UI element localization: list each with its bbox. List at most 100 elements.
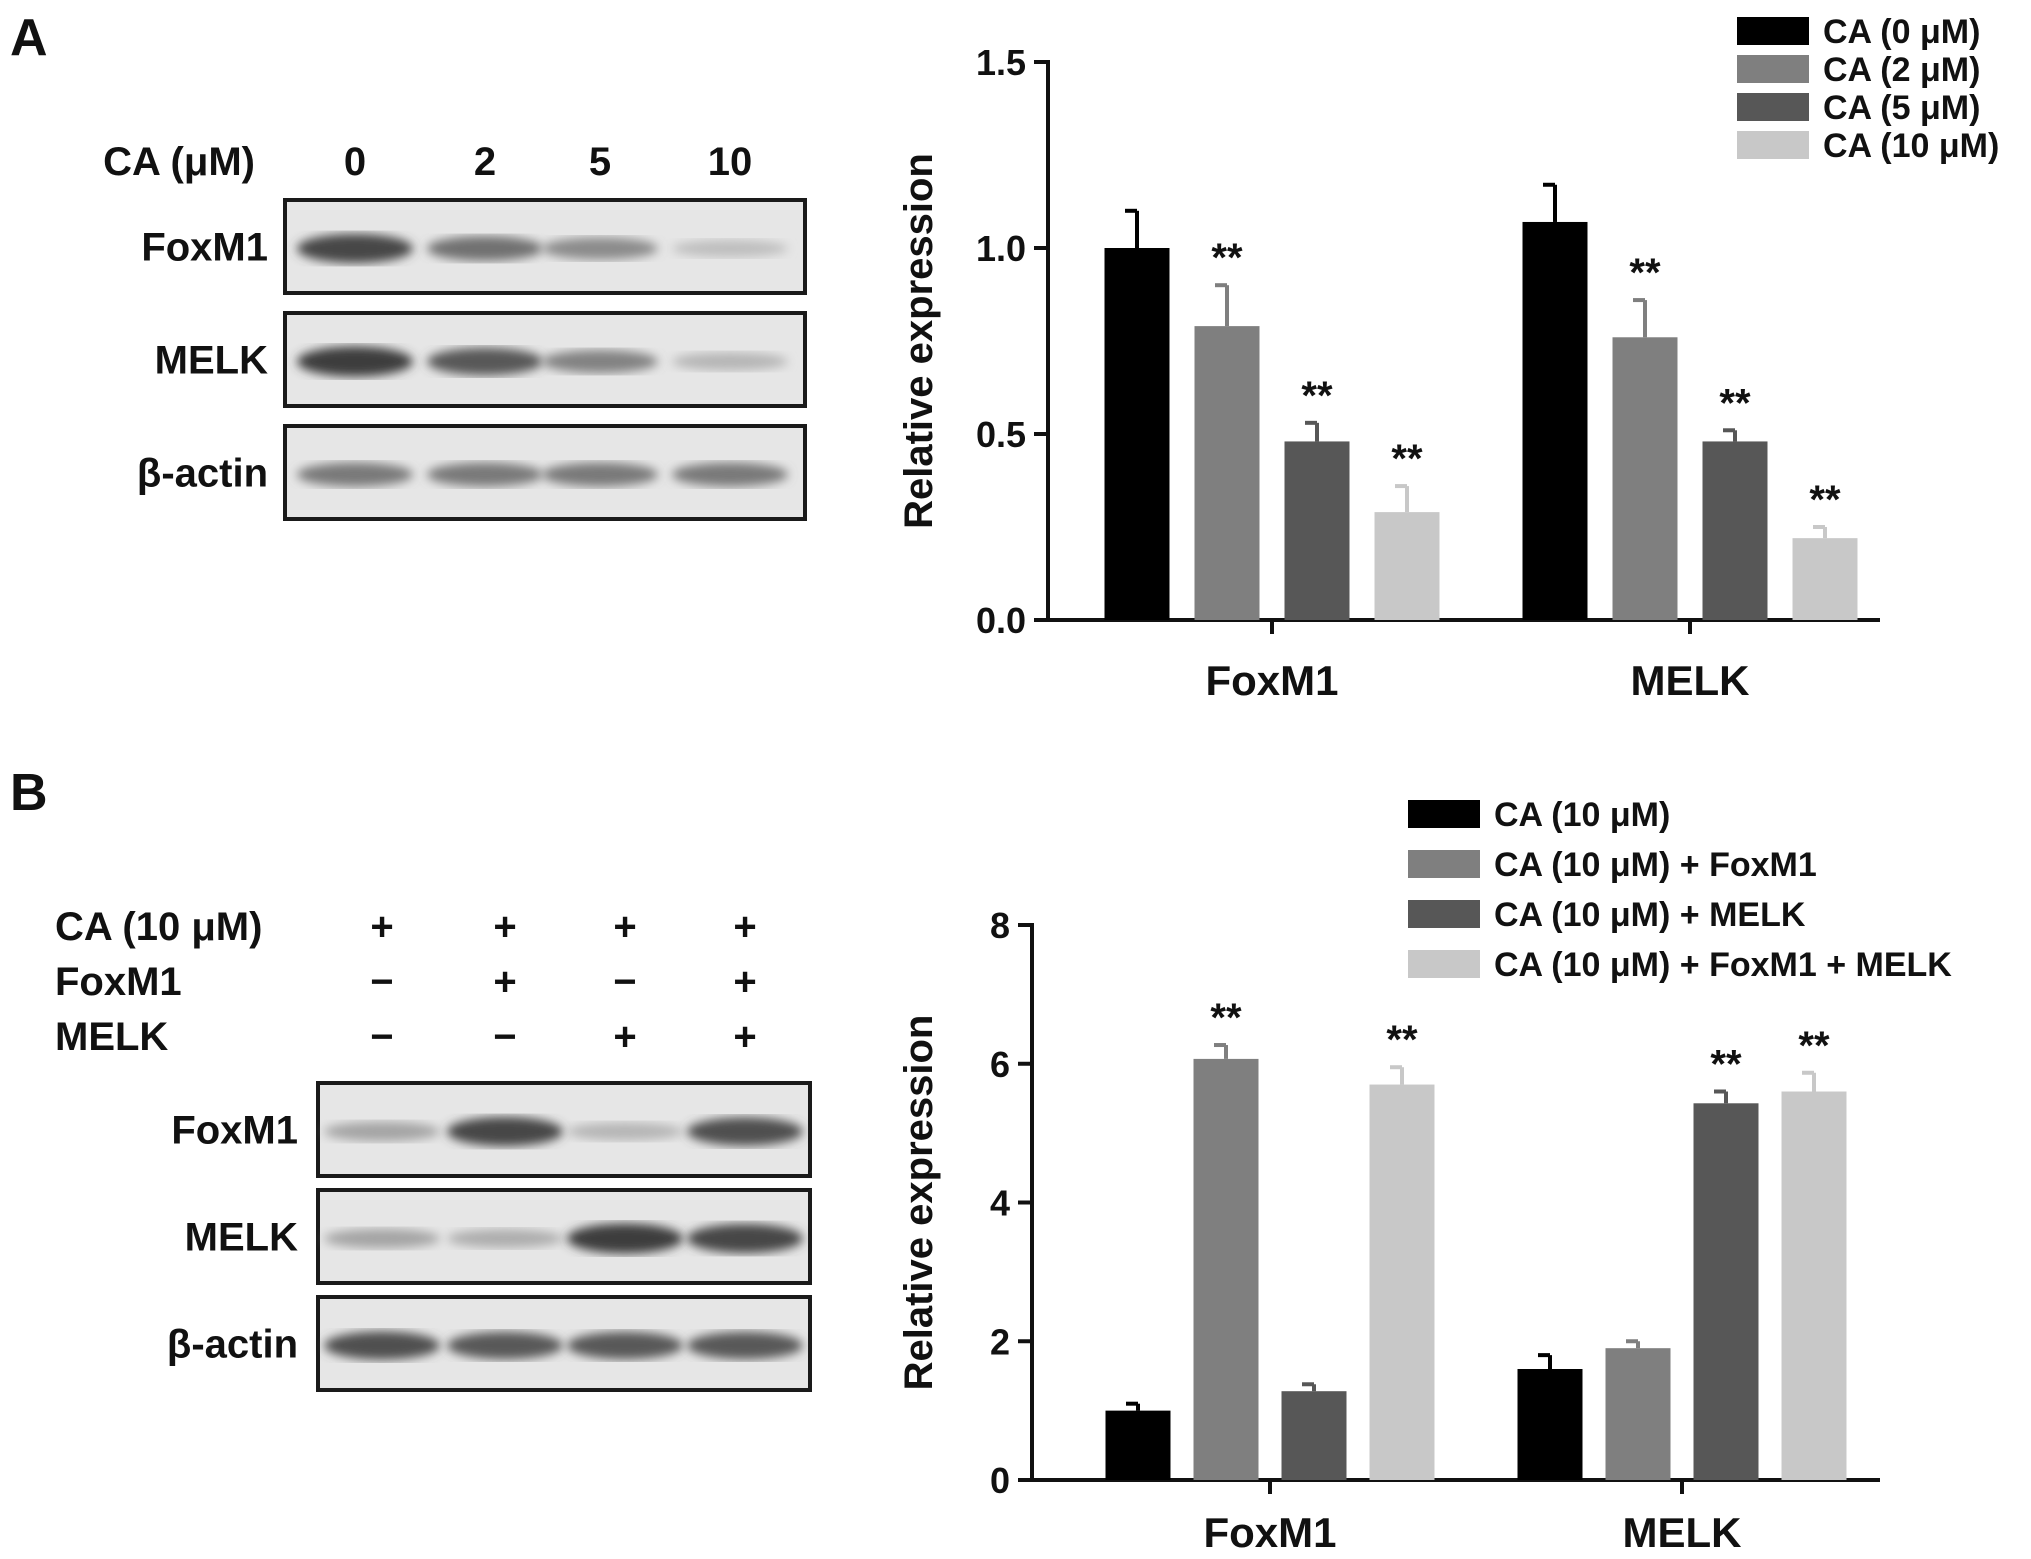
significance-marker: ** — [1211, 236, 1243, 280]
blot-band — [687, 1117, 803, 1146]
blot-b-condition-sign: − — [613, 960, 636, 1004]
blot-band — [447, 1116, 563, 1147]
blot-b-condition-sign: − — [370, 960, 393, 1004]
blot-a-lane-label: 10 — [708, 140, 753, 184]
blot-band — [567, 1331, 683, 1360]
blot-band — [427, 236, 543, 261]
x-category-label: MELK — [1631, 657, 1750, 704]
blot-band — [542, 462, 658, 487]
significance-marker: ** — [1301, 374, 1333, 418]
bar — [1693, 1103, 1759, 1480]
legend-label: CA (10 μM) — [1823, 127, 1999, 165]
y-tick-label: 2 — [990, 1321, 1010, 1362]
legend-label: CA (5 μM) — [1823, 89, 1980, 127]
blot-b-condition-sign: − — [370, 1015, 393, 1059]
y-axis-label: Relative expression — [897, 153, 941, 529]
blot-band — [672, 240, 788, 257]
chart-a: 0.0 0.5 1.0 1.5 Relative expression FoxM1 ** **… — [897, 13, 1999, 704]
blot-band — [297, 233, 413, 264]
bar — [1781, 1091, 1847, 1480]
blot-band — [297, 462, 413, 487]
blot-band — [324, 1331, 440, 1360]
y-tick-label: 8 — [990, 905, 1010, 946]
significance-marker: ** — [1386, 1018, 1418, 1062]
legend-label: CA (10 μM) + FoxM1 — [1494, 846, 1817, 884]
blot-b-condition-sign: + — [370, 905, 393, 949]
blot-b-condition-label: FoxM1 — [55, 960, 182, 1004]
panel-a-letter: A — [10, 9, 48, 67]
bar — [1369, 1084, 1435, 1480]
blot-b-condition-sign: + — [733, 1015, 756, 1059]
y-tick-label: 6 — [990, 1044, 1010, 1085]
panel-b-letter: B — [10, 764, 48, 822]
bar — [1374, 512, 1440, 620]
bar — [1612, 337, 1678, 620]
blot-row-label: β-actin — [167, 1323, 298, 1367]
bar — [1522, 221, 1588, 620]
bar — [1281, 1391, 1347, 1480]
y-tick-label: 0 — [990, 1460, 1010, 1501]
blot-band — [687, 1223, 803, 1254]
blot-row-label: MELK — [185, 1216, 298, 1260]
x-category-label: MELK — [1623, 1509, 1742, 1556]
blot-band — [427, 347, 543, 376]
legend-swatch — [1408, 800, 1480, 828]
legend-swatch — [1408, 850, 1480, 878]
blot-band — [672, 352, 788, 371]
bar — [1605, 1348, 1671, 1480]
bar — [1194, 326, 1260, 620]
blot-row-label: FoxM1 — [141, 226, 268, 270]
y-tick-label: 1.0 — [976, 228, 1026, 269]
blot-band — [447, 1229, 563, 1248]
legend-label: CA (10 μM) + FoxM1 + MELK — [1494, 946, 1952, 984]
blot-b-condition-label: MELK — [55, 1015, 168, 1059]
blot-b-condition-sign: − — [493, 1015, 516, 1059]
blot-b-conditions: CA (10 μM) + + + + FoxM1 − + − + MELK − − + + — [55, 905, 757, 1059]
legend-label: CA (2 μM) — [1823, 51, 1980, 89]
significance-marker: ** — [1809, 478, 1841, 522]
legend-swatch — [1737, 131, 1809, 159]
bar — [1105, 1410, 1171, 1480]
y-tick-label: 1.5 — [976, 42, 1026, 83]
bar — [1702, 441, 1768, 620]
blot-b-condition-sign: + — [613, 905, 636, 949]
blot-b-condition-label: CA (10 μM) — [55, 905, 262, 949]
bar — [1193, 1058, 1259, 1480]
x-category-label: FoxM1 — [1205, 657, 1338, 704]
blot-b-condition-sign: + — [733, 960, 756, 1004]
blot-b-condition-sign: + — [613, 1015, 636, 1059]
blot-band — [324, 1121, 440, 1142]
chart-b: 0 2 4 6 8 Relative expression FoxM1 ** ** MELK ** *… — [897, 796, 1952, 1556]
blot-band — [567, 1122, 683, 1141]
y-tick-label: 0.5 — [976, 414, 1026, 455]
significance-marker: ** — [1710, 1043, 1742, 1087]
blot-band — [542, 350, 658, 373]
blot-b-condition-sign: + — [493, 905, 516, 949]
panel-a-western-blot: CA (μM) 0 2 5 10 FoxM1 MELK β-actin — [103, 140, 807, 521]
y-tick-label: 4 — [990, 1183, 1010, 1224]
blot-row-label: MELK — [155, 339, 268, 383]
blot-band — [324, 1228, 440, 1249]
blot-band — [672, 462, 788, 487]
bar — [1792, 538, 1858, 620]
legend-label: CA (0 μM) — [1823, 13, 1980, 51]
significance-marker: ** — [1391, 437, 1423, 481]
legend-label: CA (10 μM) — [1494, 796, 1670, 834]
blot-row-label: FoxM1 — [171, 1109, 298, 1153]
y-axis-label: Relative expression — [897, 1015, 941, 1391]
significance-marker: ** — [1719, 381, 1751, 425]
significance-marker: ** — [1798, 1024, 1830, 1068]
legend-swatch — [1737, 55, 1809, 83]
bar — [1104, 248, 1170, 620]
blot-a-lane-label: 0 — [344, 140, 366, 184]
blot-band — [687, 1331, 803, 1360]
blot-band — [427, 462, 543, 487]
blot-row-label: β-actin — [137, 452, 268, 496]
blot-a-header-label: CA (μM) — [103, 140, 255, 184]
blot-a-rows: FoxM1 MELK β-actin — [137, 198, 807, 521]
panel-b-western-blot: CA (10 μM) + + + + FoxM1 − + − + MELK − − + + FoxM1 MEL… — [55, 905, 812, 1392]
legend-swatch — [1737, 93, 1809, 121]
blot-b-condition-sign: + — [733, 905, 756, 949]
blot-b-rows: FoxM1 MELK β-actin — [167, 1081, 812, 1392]
